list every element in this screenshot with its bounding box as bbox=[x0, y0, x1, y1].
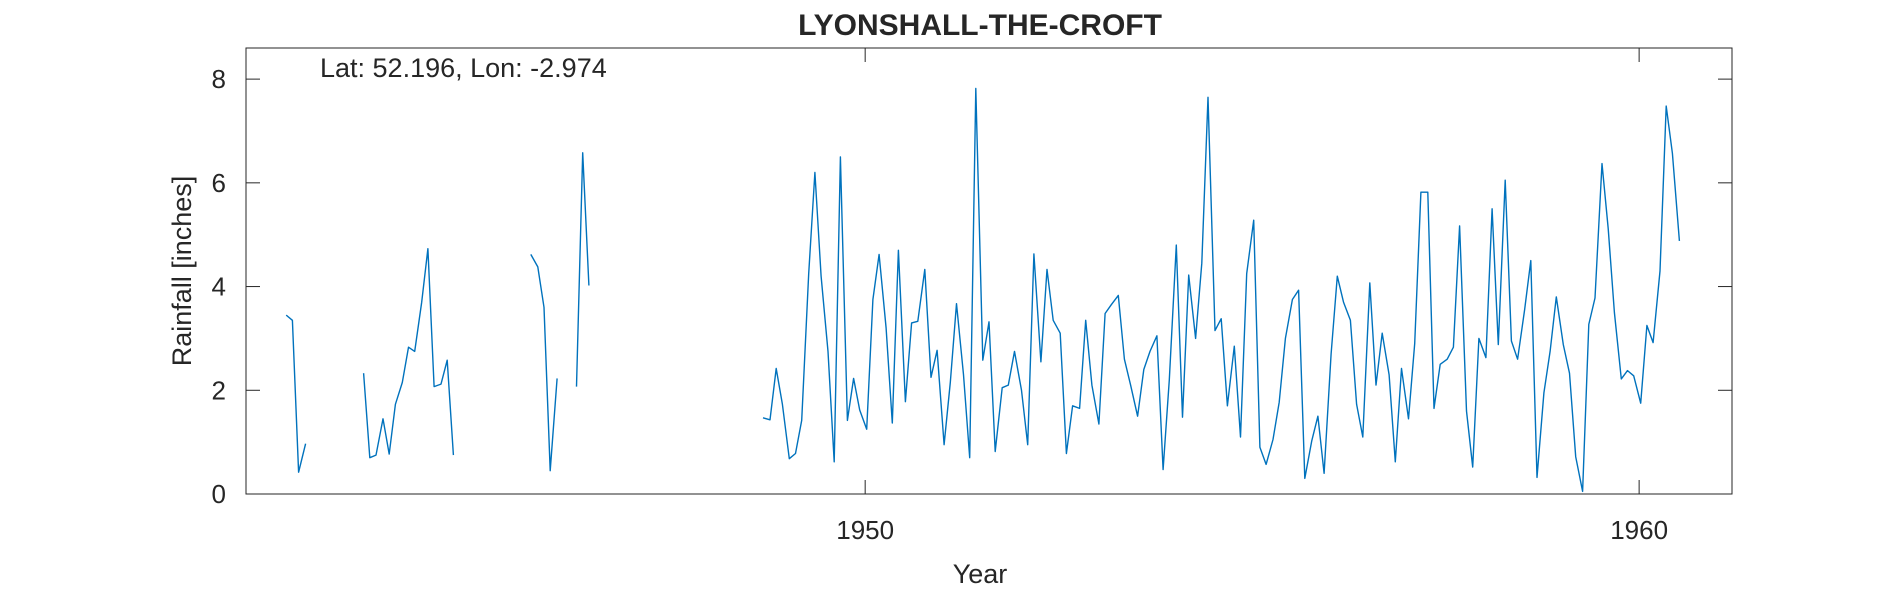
rainfall-line-segment bbox=[285, 314, 307, 473]
y-tick-label: 2 bbox=[212, 375, 226, 405]
y-tick-label: 0 bbox=[212, 479, 226, 509]
x-tick-label: 1950 bbox=[836, 515, 894, 545]
rainfall-line-segment bbox=[362, 247, 455, 459]
chart-title: LYONSHALL-THE-CROFT bbox=[798, 9, 1162, 42]
y-tick-label: 8 bbox=[212, 64, 226, 94]
rainfall-line-segment bbox=[530, 254, 558, 472]
x-tick-label: 1960 bbox=[1610, 515, 1668, 545]
location-annotation: Lat: 52.196, Lon: -2.974 bbox=[320, 53, 607, 83]
rainfall-series bbox=[285, 87, 1681, 493]
x-axis-label: Year bbox=[953, 559, 1008, 589]
rainfall-line-segment bbox=[762, 87, 1681, 493]
plot-area bbox=[245, 47, 1733, 495]
y-axis-ticks: 0 2 4 6 8 bbox=[212, 64, 1732, 509]
y-tick-label: 6 bbox=[212, 168, 226, 198]
x-axis-ticks: 1950 1960 bbox=[836, 48, 1668, 545]
rainfall-line-segment bbox=[575, 152, 590, 387]
y-axis-label: Rainfall [inches] bbox=[167, 176, 197, 367]
y-tick-label: 4 bbox=[212, 272, 226, 302]
